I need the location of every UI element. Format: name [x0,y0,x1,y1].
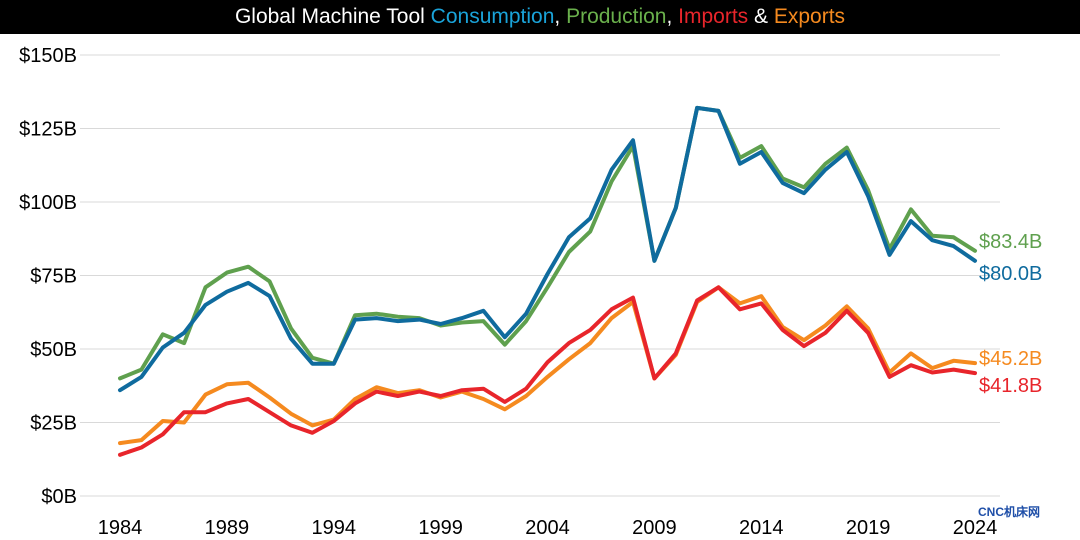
x-tick-label: 2014 [739,517,784,539]
x-tick-label: 1999 [418,517,463,539]
title-part: Consumption [430,5,555,28]
end-label-imports: $41.8B [979,375,1042,397]
x-tick-label: 2019 [846,517,891,539]
y-tick-label: $50B [30,339,77,361]
end-label-consumption: $80.0B [979,263,1042,285]
x-tick-label: 2004 [525,517,570,539]
end-label-production: $83.4B [979,231,1042,253]
title-part: Exports [773,5,846,28]
x-tick-label: 1984 [98,517,143,539]
x-tick-label: 2024 [953,517,998,539]
x-tick-label: 1989 [205,517,250,539]
watermark-text: CNC机床网 [978,505,1040,519]
y-tick-label: $25B [30,413,77,435]
series-line-production [118,105,977,381]
title-part: & [748,5,774,28]
y-tick-label: $150B [19,45,77,67]
chart-title: Global Machine Tool Consumption, Product… [0,0,1080,34]
y-tick-label: $125B [19,119,77,141]
title-part: Production [566,5,667,28]
title-part: Global Machine Tool [234,5,431,28]
title-part: , [554,5,567,28]
series-line-consumption [118,105,977,393]
end-label-exports: $45.2B [979,348,1042,370]
series-line-exports [118,285,977,446]
y-tick-label: $0B [41,486,77,508]
title-part: Imports [678,5,749,28]
y-tick-label: $100B [19,192,77,214]
title-part: , [666,5,679,28]
series-line-imports [118,285,977,457]
y-tick-label: $75B [30,266,77,288]
x-tick-label: 2009 [632,517,677,539]
x-tick-label: 1994 [312,517,357,539]
